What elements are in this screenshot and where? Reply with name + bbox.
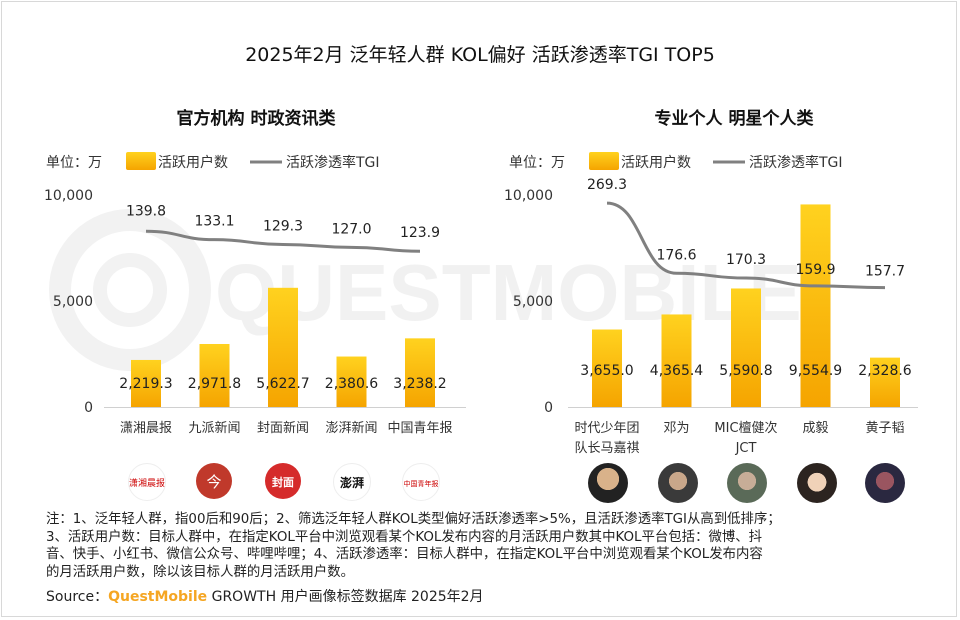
- right-chart: 单位：万 活跃用户数 活跃渗透率TGI 0 5,000 10,000 3,655.0 时代少年…: [504, 152, 918, 456]
- bar-value-label: 5,590.8: [719, 363, 772, 379]
- bar: [336, 356, 367, 407]
- tgi-line: [606, 201, 886, 290]
- tgi-value-label: 129.3: [263, 218, 303, 234]
- bar-value-label: 9,554.9: [789, 363, 842, 379]
- left-chart: 单位：万 活跃用户数 活跃渗透率TGI 0 5,000 10,000 2,219.3 潇湘晨报…: [44, 152, 466, 436]
- bar-value-label: 5,622.7: [256, 376, 309, 392]
- category-label: MIC檀健次: [714, 420, 777, 436]
- bar: [268, 287, 298, 407]
- bar-value-label: 3,238.2: [393, 376, 446, 392]
- legend-bar-label: 活跃用户数: [621, 154, 691, 171]
- legend-unit: 单位：万: [46, 155, 102, 171]
- footnote-line: 注：1、泛年轻人群，指00后和90后；2、筛选泛年轻人群KOL类型偏好活跃渗透率…: [46, 512, 781, 527]
- bar: [592, 329, 622, 407]
- avatar-majiaqi: [588, 463, 628, 503]
- bar-value-label: 2,219.3: [119, 376, 172, 392]
- category-label: JCT: [735, 441, 757, 456]
- y-tick-label: 0: [544, 400, 553, 416]
- avatar-huangzitao: [865, 463, 905, 503]
- category-label: 九派新闻: [188, 420, 240, 436]
- logo-xiaoxiang: 潇湘晨报: [128, 463, 166, 501]
- tgi-value-label: 269.3: [587, 177, 627, 193]
- bar: [131, 359, 161, 407]
- source-line: Source：QuestMobile GROWTH 用户画像标签数据库 2025…: [46, 586, 484, 606]
- y-tick-label: 5,000: [53, 294, 93, 310]
- footnote-line: 3、活跃用户数：目标人群中，在指定KOL平台中浏览观看某个KOL发布内容的月活跃…: [46, 529, 763, 545]
- legend-bar-swatch: [589, 152, 619, 170]
- tgi-line: [145, 229, 421, 253]
- bar-value-label: 2,971.8: [188, 376, 241, 392]
- legend-bar-swatch: [126, 152, 156, 170]
- category-label: 时代少年团: [574, 421, 639, 436]
- tgi-value-label: 139.8: [126, 203, 166, 219]
- bar-value-label: 2,328.6: [858, 363, 912, 379]
- bar: [800, 204, 831, 407]
- source-description: GROWTH 用户画像标签数据库 2025年2月: [207, 589, 484, 605]
- logo-zhongqingbao: 中国青年报: [402, 463, 440, 501]
- y-tick-label: 10,000: [504, 188, 553, 204]
- footnote: 注：1、泛年轻人群，指00后和90后；2、筛选泛年轻人群KOL类型偏好活跃渗透率…: [46, 511, 926, 581]
- tgi-value-label: 127.0: [331, 221, 371, 237]
- logo-jiupai: 今: [196, 463, 232, 499]
- avatar-dengwei: [658, 463, 698, 503]
- logo-fengmian: 封面: [265, 463, 301, 499]
- footnote-line: 的月活跃用户数，除以该目标人群的月活跃用户数。: [46, 564, 354, 580]
- tgi-value-label: 133.1: [194, 214, 234, 230]
- source-label: Source：: [46, 589, 109, 605]
- avatar-tanjianci: [727, 463, 767, 503]
- category-label: 封面新闻: [257, 420, 309, 436]
- category-label: 队长马嘉祺: [574, 441, 639, 456]
- tgi-value-label: 123.9: [400, 225, 440, 241]
- y-tick-label: 10,000: [44, 188, 93, 204]
- bar-value-label: 4,365.4: [650, 363, 704, 379]
- right-panel-title: 专业个人 明星个人类: [654, 109, 814, 129]
- bar: [199, 343, 230, 407]
- svg-text:封面: 封面: [272, 475, 294, 489]
- category-label: 成毅: [802, 420, 828, 436]
- logo-pengpai: 澎湃: [333, 463, 371, 501]
- category-label: 黄子韬: [865, 421, 904, 436]
- legend-bar-label: 活跃用户数: [158, 154, 228, 171]
- legend-line-label: 活跃渗透率TGI: [749, 154, 843, 171]
- category-label: 中国青年报: [387, 421, 452, 436]
- tgi-value-label: 170.3: [726, 252, 766, 268]
- bar: [731, 288, 761, 407]
- bar: [661, 314, 692, 407]
- tgi-value-label: 176.6: [656, 247, 696, 263]
- charts-canvas: 单位：万 活跃用户数 活跃渗透率TGI 0 5,000 10,000 2,219.3 潇湘晨报…: [44, 152, 918, 456]
- bar: [870, 357, 900, 407]
- tgi-value-label: 159.9: [795, 262, 835, 278]
- bar-value-label: 2,380.6: [325, 376, 379, 392]
- legend-line-label: 活跃渗透率TGI: [286, 154, 380, 171]
- bar-value-label: 3,655.0: [580, 363, 633, 379]
- svg-text:澎湃: 澎湃: [340, 475, 364, 490]
- questmobile-brand: QuestMobile: [108, 589, 208, 605]
- footnote-line: 音、快手、小红书、微信公众号、哔哩哔哩；4、活跃渗透率：目标人群中，在指定KOL…: [46, 547, 763, 563]
- bar: [405, 338, 435, 407]
- legend-unit: 单位：万: [509, 155, 565, 171]
- svg-text:今: 今: [206, 473, 221, 491]
- y-tick-label: 0: [84, 400, 93, 416]
- tgi-value-label: 157.7: [865, 264, 905, 280]
- category-label: 邓为: [663, 421, 689, 436]
- category-label: 潇湘晨报: [120, 421, 172, 436]
- svg-text:潇湘晨报: 潇湘晨报: [129, 477, 165, 489]
- avatar-chengyi: [797, 463, 837, 503]
- page-title: 2025年2月 泛年轻人群 KOL偏好 活跃渗透率TGI TOP5: [245, 44, 715, 66]
- y-tick-label: 5,000: [513, 294, 553, 310]
- svg-text:中国青年报: 中国青年报: [404, 479, 439, 488]
- left-panel-title: 官方机构 时政资讯类: [176, 109, 336, 129]
- category-label: 澎湃新闻: [325, 420, 377, 436]
